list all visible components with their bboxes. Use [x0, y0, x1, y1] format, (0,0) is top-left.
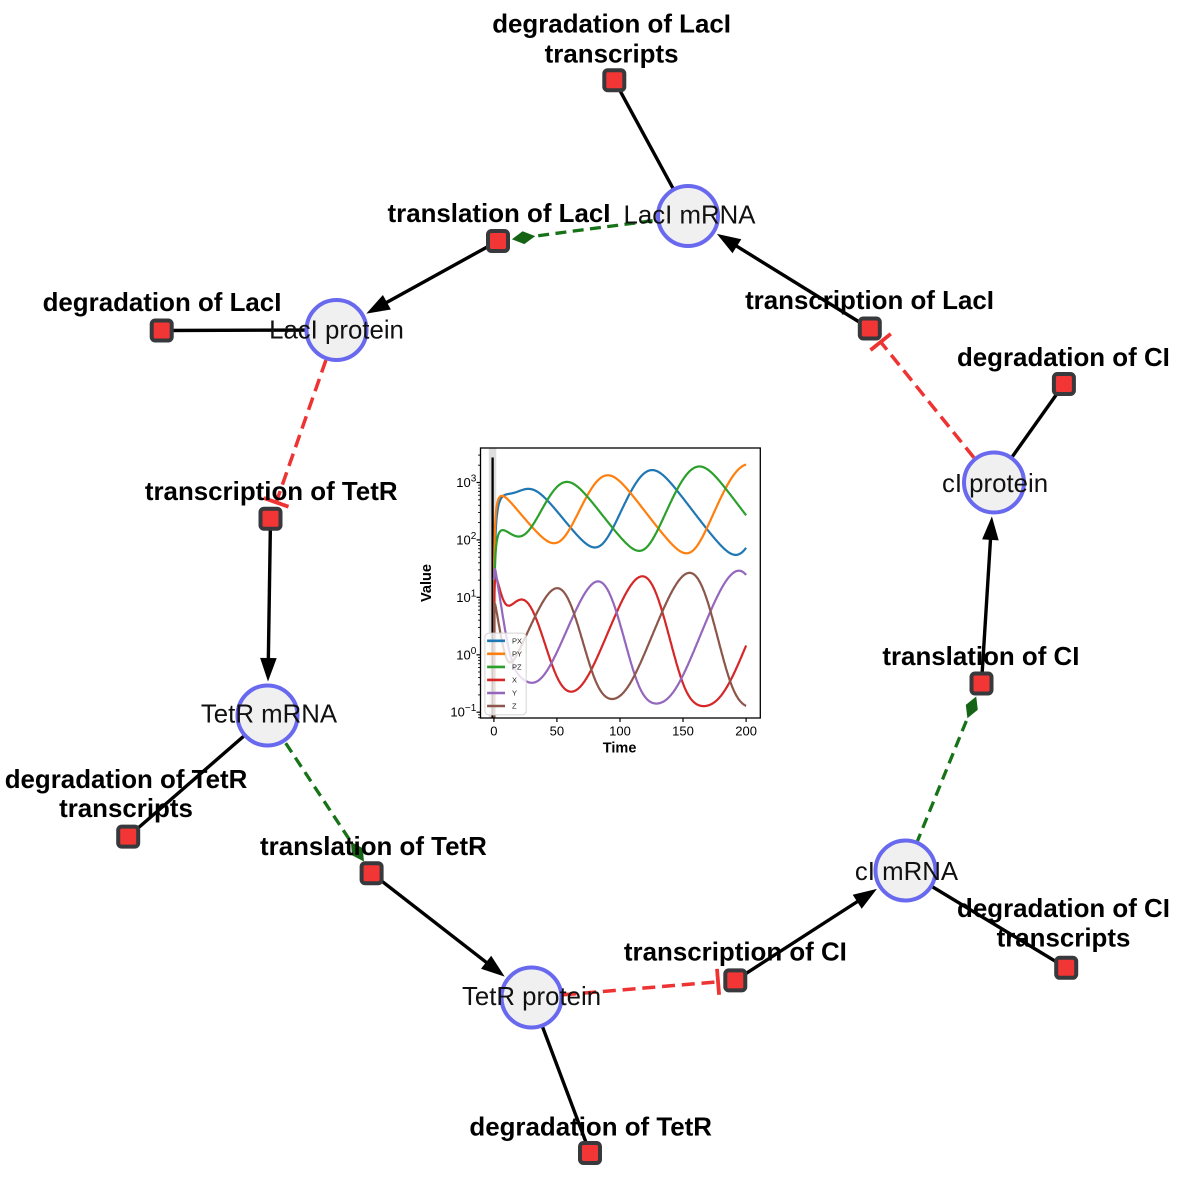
svg-text:TetR protein: TetR protein — [462, 983, 601, 1011]
svg-text:transcription of LacI: transcription of LacI — [745, 287, 994, 315]
svg-text:Value: Value — [419, 564, 435, 602]
svg-text:LacI mRNA: LacI mRNA — [624, 202, 757, 230]
svg-text:PX: PX — [512, 637, 522, 646]
svg-text:translation of CI: translation of CI — [882, 643, 1079, 671]
svg-text:degradation of TetR: degradation of TetR — [5, 766, 248, 794]
svg-text:LacI protein: LacI protein — [269, 316, 404, 344]
svg-text:TetR mRNA: TetR mRNA — [201, 700, 338, 728]
svg-text:transcription of TetR: transcription of TetR — [145, 478, 398, 506]
svg-text:cI protein: cI protein — [942, 470, 1048, 498]
svg-text:translation of LacI: translation of LacI — [388, 200, 611, 228]
svg-text:degradation of CI: degradation of CI — [957, 344, 1170, 372]
svg-text:Z: Z — [512, 702, 517, 711]
svg-text:PZ: PZ — [512, 663, 522, 672]
svg-text:0: 0 — [490, 724, 497, 739]
svg-text:Y: Y — [512, 689, 517, 698]
svg-text:transcripts: transcripts — [545, 40, 679, 68]
svg-text:degradation of TetR: degradation of TetR — [469, 1114, 712, 1142]
svg-text:PY: PY — [512, 650, 522, 659]
svg-text:translation of TetR: translation of TetR — [260, 833, 487, 861]
svg-text:cI mRNA: cI mRNA — [855, 858, 959, 886]
svg-text:100: 100 — [609, 724, 631, 739]
svg-text:degradation of LacI: degradation of LacI — [492, 11, 731, 39]
svg-text:degradation of LacI: degradation of LacI — [43, 289, 282, 317]
svg-text:50: 50 — [550, 724, 564, 739]
svg-text:transcription of CI: transcription of CI — [624, 939, 847, 967]
svg-text:X: X — [512, 676, 517, 685]
svg-text:transcripts: transcripts — [997, 924, 1131, 952]
svg-text:degradation of CI: degradation of CI — [957, 895, 1170, 923]
svg-text:200: 200 — [735, 724, 757, 739]
svg-text:transcripts: transcripts — [59, 795, 193, 823]
svg-text:150: 150 — [672, 724, 694, 739]
svg-text:Time: Time — [603, 741, 637, 757]
